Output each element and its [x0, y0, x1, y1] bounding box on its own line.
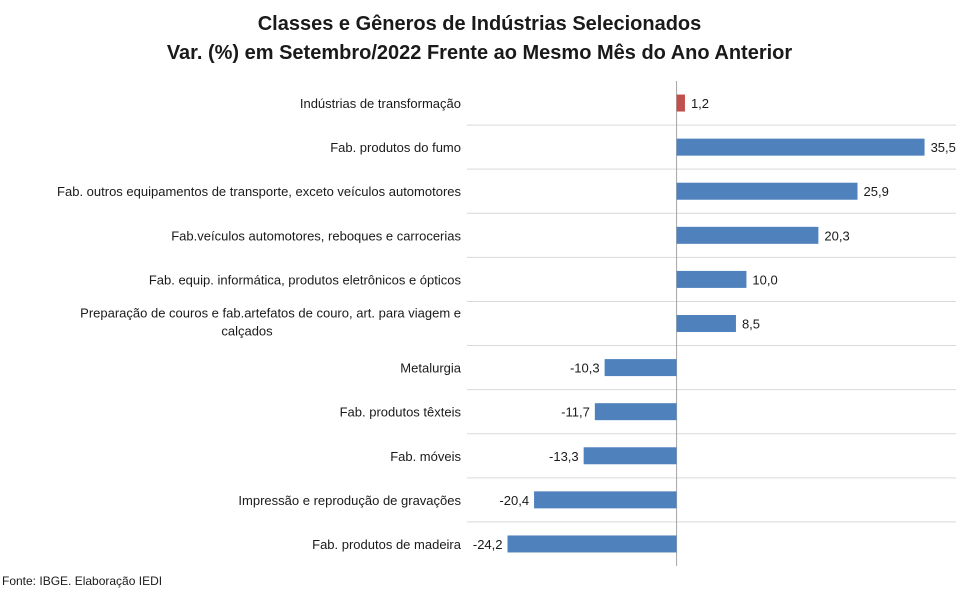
category-label: Fab. equip. informática, produtos eletrô… [149, 272, 462, 287]
bar [676, 226, 819, 244]
data-label: 8,5 [742, 317, 760, 332]
data-label: 35,5 [931, 140, 956, 155]
data-label: -20,4 [499, 493, 529, 508]
data-label: -13,3 [549, 449, 579, 464]
category-label: Fab. móveis [390, 449, 461, 464]
category-label: Metalurgia [400, 361, 461, 376]
bar [604, 359, 677, 377]
category-label: Fab. outros equipamentos de transporte, … [57, 184, 461, 199]
category-label: Indústrias de transformação [300, 96, 461, 111]
data-label: 20,3 [824, 228, 849, 243]
bar [676, 315, 736, 332]
category-label: Fab.veículos automotores, reboques e car… [171, 228, 461, 243]
bar [583, 447, 677, 465]
data-label: 1,2 [691, 96, 709, 111]
category-label: Impressão e reprodução de gravações [238, 493, 461, 508]
bar [676, 94, 685, 112]
category-label: Preparação de couros e fab.artefatos de … [80, 306, 461, 339]
bar [676, 138, 925, 156]
data-label: 25,9 [864, 184, 889, 199]
data-label: 10,0 [752, 272, 777, 287]
data-label: -11,7 [561, 405, 590, 420]
chart-title-block: Classes e Gêneros de Indústrias Selecion… [0, 10, 959, 68]
chart-title: Classes e Gêneros de Indústrias Selecion… [257, 13, 702, 35]
chart-subtitle: Var. (%) em Setembro/2022 Frente ao Mesm… [166, 42, 793, 64]
bar [534, 491, 677, 509]
bar [676, 182, 858, 200]
bar [507, 535, 677, 553]
category-label: Fab. produtos do fumo [330, 140, 461, 155]
category-label: Fab. produtos de madeira [312, 537, 462, 552]
source-note: Fonte: IBGE. Elaboração IEDI [2, 574, 163, 588]
bar [676, 270, 747, 288]
category-label: Fab. produtos têxteis [340, 405, 462, 420]
data-label: -10,3 [570, 361, 600, 376]
bar [594, 403, 677, 421]
data-label: -24,2 [473, 537, 503, 552]
